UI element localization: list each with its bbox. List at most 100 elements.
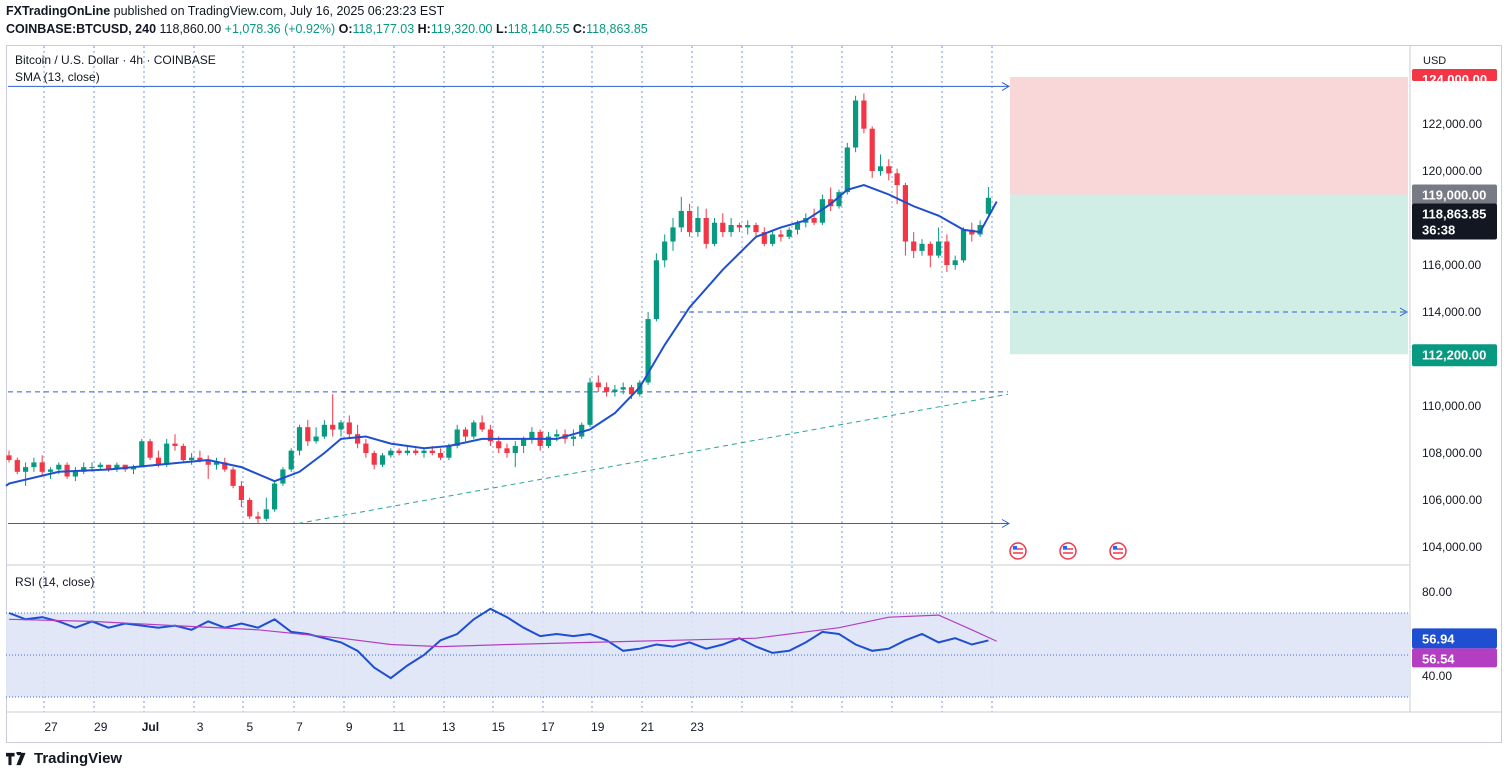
price-tick-label: 114,000.00 (1422, 305, 1481, 319)
candle-body (330, 424, 336, 430)
time-tick-label: 5 (246, 720, 253, 734)
sma-line (5, 184, 998, 487)
time-tick-label: 27 (44, 720, 58, 734)
stop-zone (1010, 77, 1408, 195)
published-text: published on TradingView.com, July 16, 2… (113, 4, 445, 18)
candle-body (288, 450, 294, 470)
low-value: 118,140.55 (507, 22, 570, 36)
candle-body (836, 192, 842, 207)
candle-body (695, 218, 701, 233)
candle-body (263, 509, 269, 519)
rsi-tick-label: 80.00 (1422, 585, 1452, 599)
candle-body (230, 469, 236, 486)
candle-body (728, 225, 734, 233)
price-tick-label: 104,000.00 (1422, 540, 1482, 554)
arrow-icon (1399, 307, 1409, 317)
tradingview-brand[interactable]: TradingView (6, 750, 122, 767)
candle-body (487, 429, 493, 442)
candle-body (222, 462, 228, 470)
price-tick-label: 122,000.00 (1422, 117, 1482, 131)
candle-body (189, 457, 195, 461)
stop-badge (1412, 69, 1497, 81)
target-zone (1010, 194, 1408, 355)
time-tick-label: 29 (94, 720, 108, 734)
candle-body (811, 218, 817, 223)
candle-body (595, 382, 601, 388)
candle-body (587, 382, 593, 425)
candle-body (902, 185, 908, 242)
candle-body (296, 427, 303, 451)
candle-body (14, 460, 20, 472)
symbol-title[interactable]: Bitcoin / U.S. Dollar · 4h · COINBASE (15, 53, 216, 67)
time-tick-label: 21 (641, 720, 655, 734)
candle-body (753, 225, 759, 233)
candle-body (106, 464, 112, 470)
us-flag-icon-canton (1113, 546, 1117, 549)
rsi-tick-label: 40.00 (1422, 669, 1452, 683)
candle-body (247, 500, 253, 517)
candle-body (197, 457, 203, 461)
brand-text: TradingView (34, 750, 123, 767)
rsi-ma-badge-text: 56.54 (1422, 651, 1455, 666)
candle-body (761, 232, 767, 244)
current-price-badge (1412, 203, 1497, 240)
candle-body (521, 438, 527, 446)
time-tick-label: 23 (690, 720, 704, 734)
rsi-value-badge (1412, 628, 1497, 649)
time-tick-label: 7 (296, 720, 303, 734)
price-tick-label: 120,000.00 (1422, 164, 1482, 178)
candle-body (720, 222, 726, 233)
close-label: C: (572, 22, 587, 36)
candle-body (421, 450, 427, 453)
candle-body (819, 199, 825, 223)
candle-body (31, 462, 37, 468)
us-flag-icon (1009, 542, 1027, 560)
chart-frame (6, 45, 1502, 743)
rsi-legend[interactable]: RSI (14, close) (15, 575, 95, 589)
candle-body (969, 229, 975, 235)
candle-body (371, 453, 377, 465)
candle-body (662, 241, 668, 261)
open-label: O: (338, 22, 353, 36)
candle-body (861, 100, 867, 129)
us-flag-icon (1059, 542, 1077, 560)
candle-body (745, 225, 751, 228)
candle-body (280, 469, 286, 484)
candle-body (164, 443, 170, 465)
rsi-ma-line (8, 614, 997, 648)
price-tick-label: 108,000.00 (1422, 446, 1482, 460)
candle-body (56, 464, 62, 470)
candle-body (703, 218, 709, 244)
sma-legend[interactable]: SMA (13, close) (15, 70, 100, 84)
candle-body (355, 434, 361, 444)
rsi-value-badge-text: 56.94 (1422, 631, 1455, 646)
target-badge (1412, 344, 1497, 367)
last-price: 118,860.00 (159, 22, 222, 36)
candle-body (645, 319, 651, 383)
candle-body (944, 241, 950, 265)
candle-body (894, 173, 900, 186)
candle-body (379, 455, 386, 465)
symbol-code: COINBASE:BTCUSD, 240 (6, 22, 157, 36)
candle-body (952, 260, 958, 265)
us-flag-icon-canton (1013, 546, 1017, 549)
stop-badge-text: 124,000.00 (1422, 72, 1487, 87)
tradingview-logo-icon (6, 751, 26, 765)
candle-body (462, 429, 469, 437)
candle-body (114, 464, 120, 470)
candle-body (180, 445, 186, 461)
candle-body (604, 387, 610, 392)
candle-body (869, 128, 875, 171)
current-price-badge-text: 36:38 (1422, 223, 1455, 238)
time-tick-label: 9 (346, 720, 353, 734)
candle-body (396, 450, 402, 453)
candle-body (479, 422, 485, 430)
candle-body (47, 469, 54, 472)
candle-body (927, 243, 933, 256)
candle-body (554, 434, 560, 437)
candle-body (130, 467, 137, 470)
entry-badge-text: 119,000.00 (1422, 188, 1486, 203)
candle-body (363, 443, 369, 453)
us-flag-icon-canton (1063, 546, 1067, 549)
